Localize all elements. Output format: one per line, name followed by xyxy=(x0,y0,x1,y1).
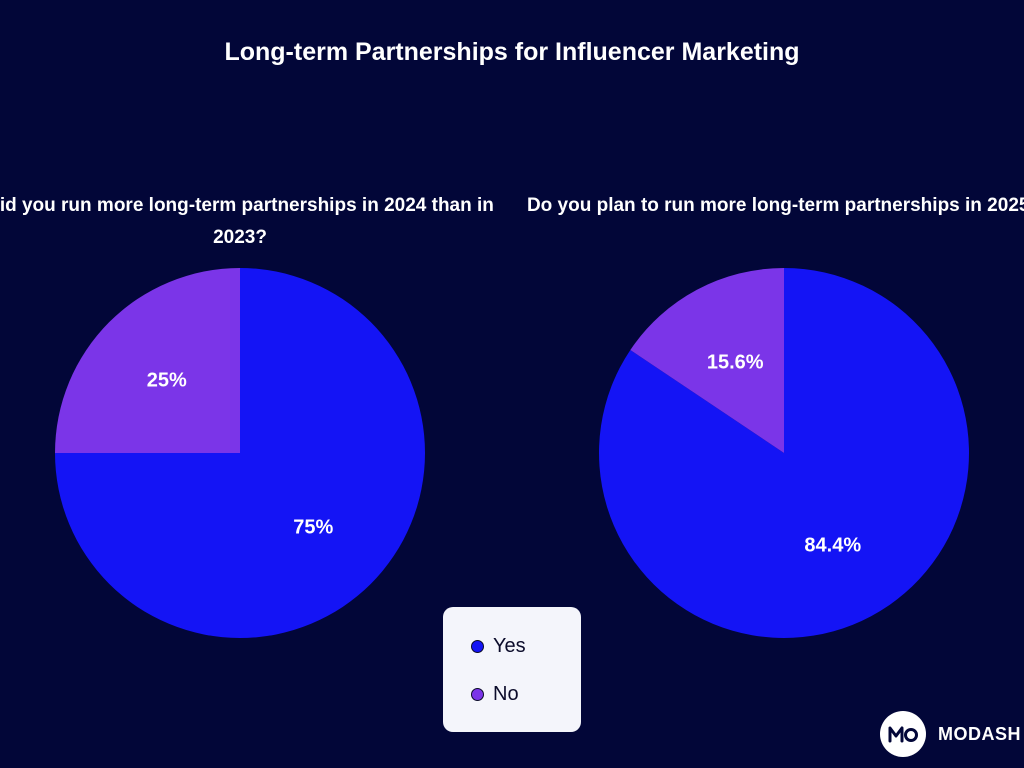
chart-title-2025: Do you plan to run more long-term partne… xyxy=(526,195,1024,216)
legend-item-yes: Yes xyxy=(471,635,526,658)
legend-swatch-yes xyxy=(471,640,484,653)
pie-slice-no xyxy=(55,268,240,453)
legend-label-no: No xyxy=(493,683,519,705)
legend: Yes No xyxy=(443,607,581,732)
pie-slice-no xyxy=(630,268,784,453)
pie-chart-2025: Do you plan to run more long-term partne… xyxy=(524,190,1024,638)
pie-label-yes: 84.4% xyxy=(804,534,861,556)
pie-label-no: 15.6% xyxy=(707,352,764,374)
legend-swatch-no xyxy=(471,688,484,701)
chart-title-2024: Did you run more long-term partnerships … xyxy=(0,195,494,248)
pie-label-no: 25% xyxy=(147,370,187,392)
page-title: Long-term Partnerships for Influencer Ma… xyxy=(224,38,800,66)
pie-svg-2024: 75% 25% xyxy=(55,268,425,638)
pie-chart-2024: Did you run more long-term partnerships … xyxy=(0,190,500,638)
brand: MODASH xyxy=(880,711,1021,757)
pie-svg-2025: 84.4% 15.6% xyxy=(599,268,969,638)
brand-name: MODASH xyxy=(938,723,1021,744)
legend-item-no: No xyxy=(471,683,519,706)
pie-label-yes: 75% xyxy=(293,516,333,538)
modash-logo-icon xyxy=(880,711,926,757)
legend-label-yes: Yes xyxy=(493,635,526,657)
